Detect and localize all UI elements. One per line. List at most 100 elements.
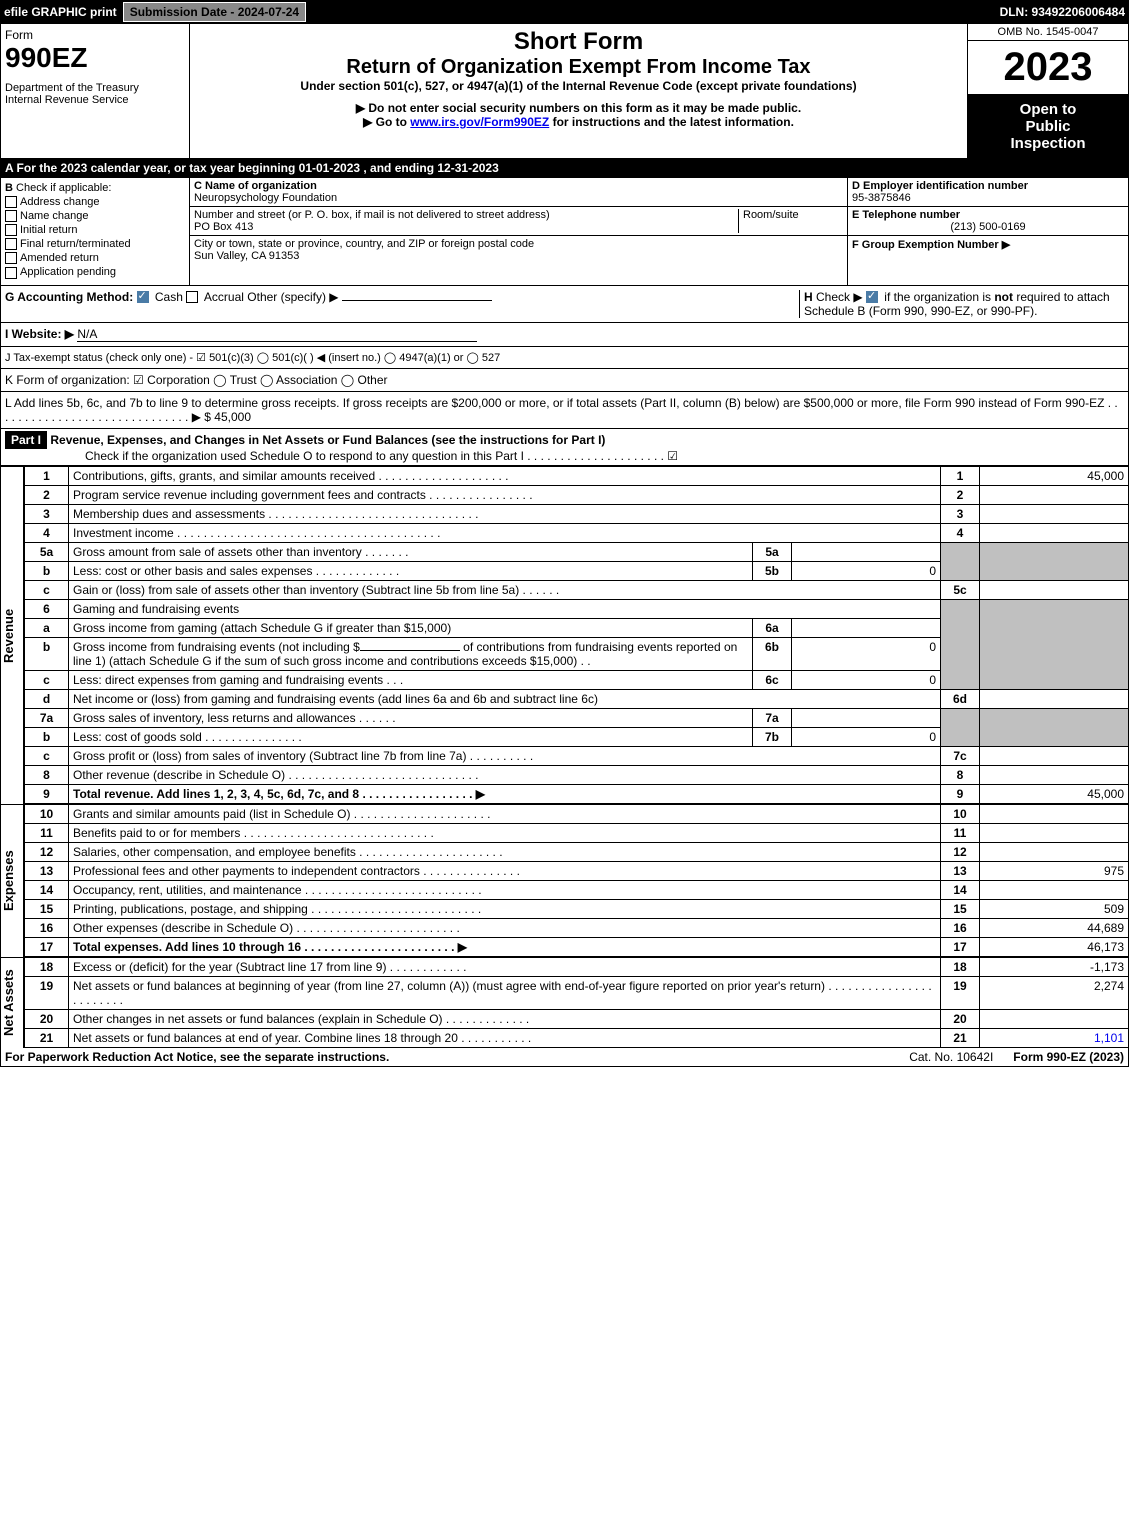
section-b: B Check if applicable: Address change Na… <box>1 178 190 285</box>
part-i-header: Part I Revenue, Expenses, and Changes in… <box>0 429 1129 466</box>
revenue-vert-label: Revenue <box>0 466 24 804</box>
section-l-text: L Add lines 5b, 6c, and 7b to line 9 to … <box>5 396 1118 424</box>
expenses-section: Expenses 10Grants and similar amounts pa… <box>0 804 1129 957</box>
line-2: 2Program service revenue including gover… <box>25 485 1129 504</box>
checkbox-name-change[interactable]: Name change <box>5 210 185 222</box>
line-18: 18Excess or (deficit) for the year (Subt… <box>25 957 1129 976</box>
tel-label: E Telephone number <box>852 209 960 221</box>
expenses-table: 10Grants and similar amounts paid (list … <box>24 804 1129 957</box>
submission-date: Submission Date - 2024-07-24 <box>123 2 306 22</box>
part-i-title: Revenue, Expenses, and Changes in Net As… <box>50 433 605 447</box>
irs-link[interactable]: www.irs.gov/Form990EZ <box>410 115 549 129</box>
open-line2: Public <box>1025 118 1070 135</box>
line-14: 14Occupancy, rent, utilities, and mainte… <box>25 880 1129 899</box>
line-5c: cGain or (loss) from sale of assets othe… <box>25 580 1129 599</box>
footer: For Paperwork Reduction Act Notice, see … <box>0 1048 1129 1067</box>
section-a-tax-year: A For the 2023 calendar year, or tax yea… <box>0 159 1129 178</box>
open-public-badge: Open to Public Inspection <box>968 95 1128 158</box>
subtitle: Under section 501(c), 527, or 4947(a)(1)… <box>194 79 963 93</box>
part-i-check: Check if the organization used Schedule … <box>85 449 678 463</box>
revenue-section: Revenue 1Contributions, gifts, grants, a… <box>0 466 1129 804</box>
website-value: N/A <box>77 327 477 342</box>
section-d: D Employer identification number 95-3875… <box>848 178 1128 285</box>
line-21: 21Net assets or fund balances at end of … <box>25 1028 1129 1047</box>
line-6: 6Gaming and fundraising events <box>25 599 1129 618</box>
checkbox-accrual[interactable] <box>186 291 198 303</box>
open-line3: Inspection <box>1010 135 1085 152</box>
addr: PO Box 413 <box>194 221 253 233</box>
section-g-label: G Accounting Method: <box>5 290 133 304</box>
dept-label: Department of the Treasury <box>5 82 185 94</box>
checkbox-application-pending[interactable]: Application pending <box>5 266 185 278</box>
footer-center: Cat. No. 10642I <box>909 1050 993 1064</box>
note-ssn: ▶ Do not enter social security numbers o… <box>194 101 963 115</box>
line-6d: dNet income or (loss) from gaming and fu… <box>25 689 1129 708</box>
line-7c: cGross profit or (loss) from sales of in… <box>25 746 1129 765</box>
room-label: Room/suite <box>743 209 799 221</box>
ein: 95-3875846 <box>852 192 911 204</box>
row-form-org: K Form of organization: ☑ Corporation ◯ … <box>0 369 1129 392</box>
note-goto: ▶ Go to www.irs.gov/Form990EZ for instru… <box>194 115 963 129</box>
revenue-table: 1Contributions, gifts, grants, and simil… <box>24 466 1129 804</box>
form-number: 990EZ <box>5 42 185 74</box>
line-7a: 7aGross sales of inventory, less returns… <box>25 708 1129 727</box>
row-l-gross-receipts: L Add lines 5b, 6c, and 7b to line 9 to … <box>0 392 1129 429</box>
line-9: 9Total revenue. Add lines 1, 2, 3, 4, 5c… <box>25 784 1129 803</box>
group-label: F Group Exemption Number ▶ <box>852 239 1010 251</box>
ein-label: D Employer identification number <box>852 180 1028 192</box>
checkbox-initial-return[interactable]: Initial return <box>5 224 185 236</box>
org-name-label: C Name of organization <box>194 180 317 192</box>
line-19: 19Net assets or fund balances at beginni… <box>25 976 1129 1009</box>
expenses-vert-label: Expenses <box>0 804 24 957</box>
line-3: 3Membership dues and assessments . . . .… <box>25 504 1129 523</box>
line-4: 4Investment income . . . . . . . . . . .… <box>25 523 1129 542</box>
line-8: 8Other revenue (describe in Schedule O) … <box>25 765 1129 784</box>
row-tax-exempt: J Tax-exempt status (check only one) - ☑… <box>0 347 1129 369</box>
net-assets-section: Net Assets 18Excess or (deficit) for the… <box>0 957 1129 1048</box>
info-block: B Check if applicable: Address change Na… <box>0 178 1129 286</box>
footer-left: For Paperwork Reduction Act Notice, see … <box>5 1050 889 1064</box>
checkbox-final-return[interactable]: Final return/terminated <box>5 238 185 250</box>
dln-number: DLN: 93492206006484 <box>1000 5 1125 19</box>
title-return: Return of Organization Exempt From Incom… <box>194 56 963 79</box>
line-12: 12Salaries, other compensation, and empl… <box>25 842 1129 861</box>
line-15: 15Printing, publications, postage, and s… <box>25 899 1129 918</box>
check-applicable-label: Check if applicable: <box>16 182 111 194</box>
row-website: I Website: ▶ N/A <box>0 323 1129 347</box>
section-b-label: B <box>5 182 13 194</box>
top-bar: efile GRAPHIC print Submission Date - 20… <box>0 0 1129 24</box>
part-i-label: Part I <box>5 431 47 449</box>
tel: (213) 500-0169 <box>852 221 1124 233</box>
form-label: Form <box>5 28 185 42</box>
net-assets-table: 18Excess or (deficit) for the year (Subt… <box>24 957 1129 1048</box>
checkbox-schedule-b[interactable] <box>866 291 878 303</box>
checkbox-amended-return[interactable]: Amended return <box>5 252 185 264</box>
website-label: I Website: ▶ <box>5 327 74 341</box>
title-short-form: Short Form <box>194 28 963 56</box>
tax-year: 2023 <box>968 41 1128 95</box>
line-11: 11Benefits paid to or for members . . . … <box>25 823 1129 842</box>
section-h-label: H <box>804 290 813 304</box>
section-c: C Name of organization Neuropsychology F… <box>190 178 848 285</box>
checkbox-cash[interactable] <box>137 291 149 303</box>
omb-number: OMB No. 1545-0047 <box>968 24 1128 41</box>
city: Sun Valley, CA 91353 <box>194 250 299 262</box>
checkbox-address-change[interactable]: Address change <box>5 196 185 208</box>
line-16: 16Other expenses (describe in Schedule O… <box>25 918 1129 937</box>
section-l-amount: 45,000 <box>214 410 251 424</box>
form-header-center: Short Form Return of Organization Exempt… <box>190 24 967 158</box>
open-line1: Open to <box>1020 101 1077 118</box>
line-17: 17Total expenses. Add lines 10 through 1… <box>25 937 1129 956</box>
form-header: Form 990EZ Department of the Treasury In… <box>0 24 1129 159</box>
city-label: City or town, state or province, country… <box>194 238 534 250</box>
line-13: 13Professional fees and other payments t… <box>25 861 1129 880</box>
other-specify: Other (specify) ▶ <box>247 290 338 304</box>
line-1: 1Contributions, gifts, grants, and simil… <box>25 466 1129 485</box>
section-h-text: Check ▶ if the organization is not requi… <box>804 290 1110 318</box>
row-gh: G Accounting Method: Cash Accrual Other … <box>0 286 1129 323</box>
org-name: Neuropsychology Foundation <box>194 192 337 204</box>
line-20: 20Other changes in net assets or fund ba… <box>25 1009 1129 1028</box>
efile-label: efile GRAPHIC print <box>4 5 117 19</box>
footer-right: Form 990-EZ (2023) <box>1013 1050 1124 1064</box>
net-assets-vert-label: Net Assets <box>0 957 24 1048</box>
